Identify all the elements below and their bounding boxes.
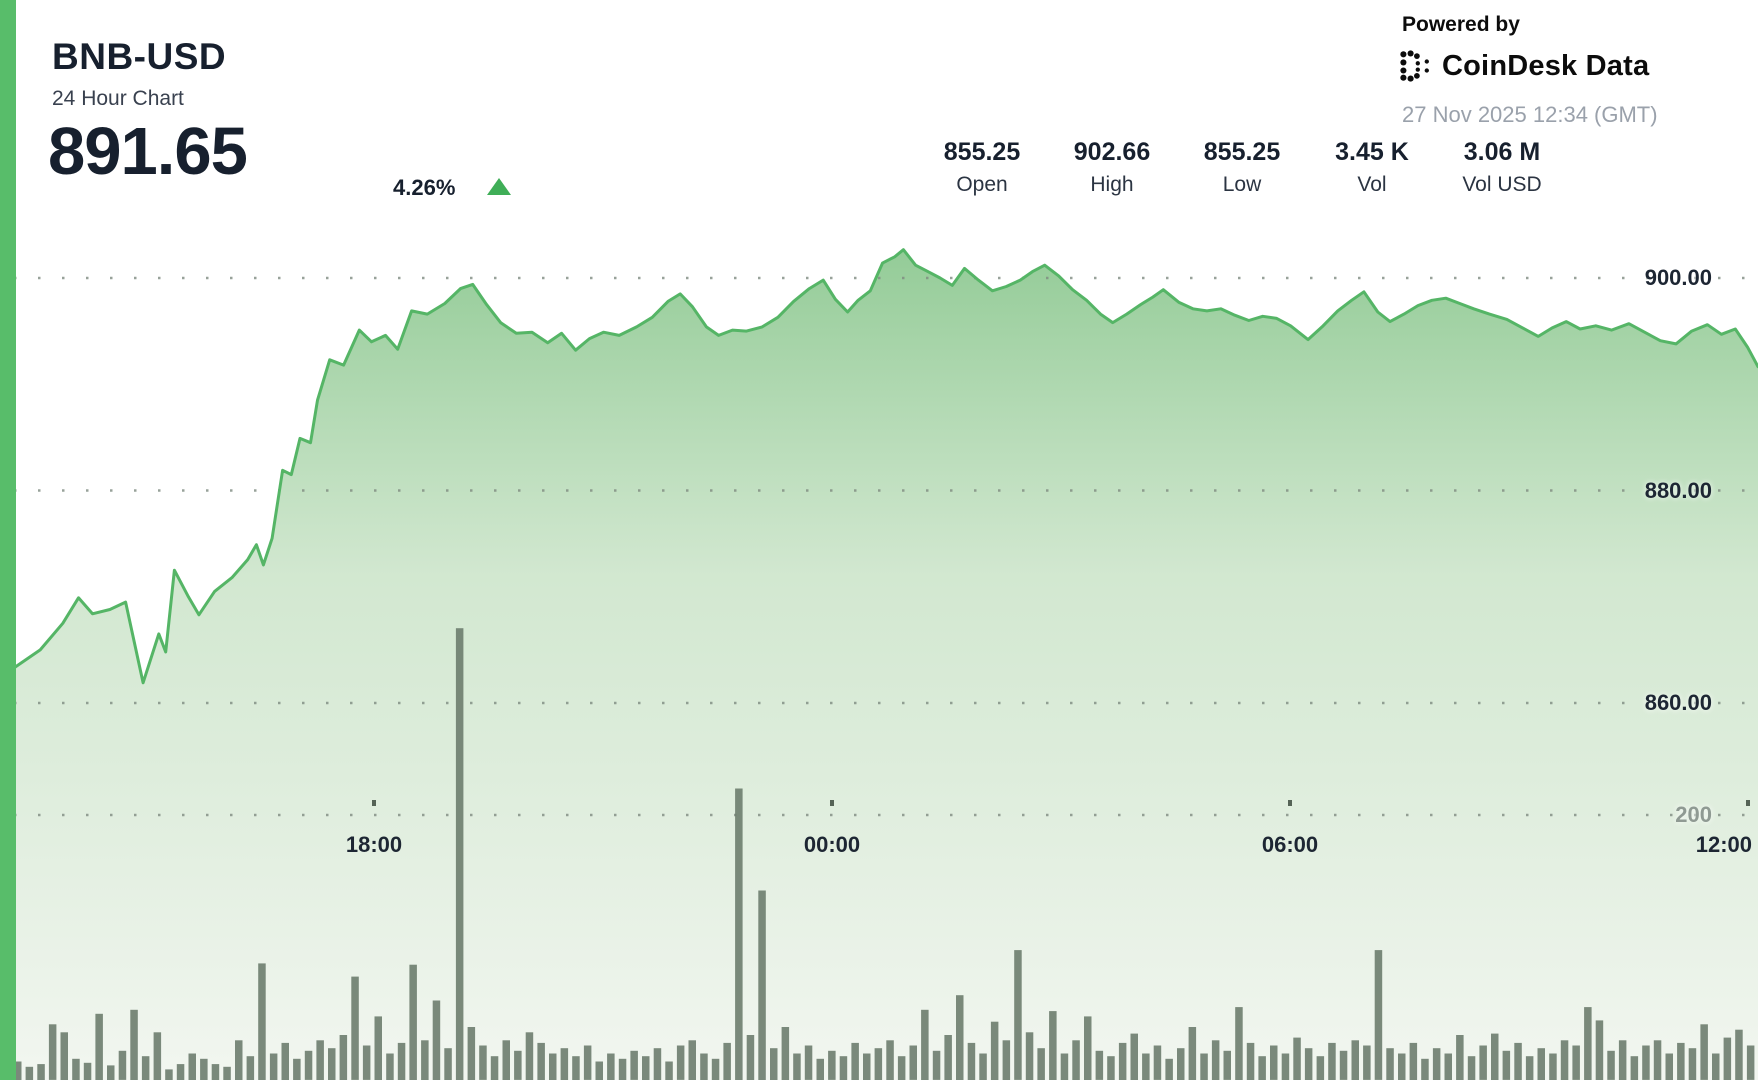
coindesk-data-logo: CoinDesk Data — [1398, 48, 1649, 84]
chart-timestamp: 27 Nov 2025 12:34 (GMT) — [1402, 102, 1658, 127]
stat-vol-label: Vol — [1357, 173, 1387, 196]
current-price: 891.65 — [48, 114, 248, 189]
stat-high-value: 902.66 — [1073, 138, 1151, 166]
up-arrow-icon — [487, 178, 511, 195]
stat-vol-usd-label: Vol USD — [1462, 173, 1542, 196]
stat-vol-usd-value: 3.06 M — [1463, 138, 1541, 166]
stat-high: 902.66 High — [1068, 138, 1156, 197]
stat-vol-usd: 3.06 M Vol USD — [1458, 138, 1546, 197]
stat-open: 855.25 Open — [938, 138, 1026, 197]
stat-low: 855.25 Low — [1198, 138, 1286, 197]
stat-open-label: Open — [956, 173, 1008, 196]
coindesk-logo-icon — [1400, 50, 1429, 82]
stat-low-value: 855.25 — [1203, 138, 1281, 166]
coindesk-brand-text: CoinDesk Data — [1442, 49, 1650, 82]
stat-low-label: Low — [1222, 173, 1262, 196]
change-percent: 4.26% — [393, 175, 456, 200]
stat-high-label: High — [1090, 173, 1134, 196]
ohlcv-stats-row: 855.25 Open 902.66 High 855.25 Low 3.45 … — [938, 138, 1546, 197]
stat-open-value: 855.25 — [943, 138, 1021, 166]
chart-subtitle: 24 Hour Chart — [52, 87, 184, 110]
powered-by-label: Powered by — [1402, 13, 1520, 36]
left-accent-bar — [0, 0, 16, 1080]
stat-vol-value: 3.45 K — [1335, 138, 1409, 166]
stat-vol: 3.45 K Vol — [1328, 138, 1416, 197]
symbol-title: BNB-USD — [52, 36, 227, 77]
